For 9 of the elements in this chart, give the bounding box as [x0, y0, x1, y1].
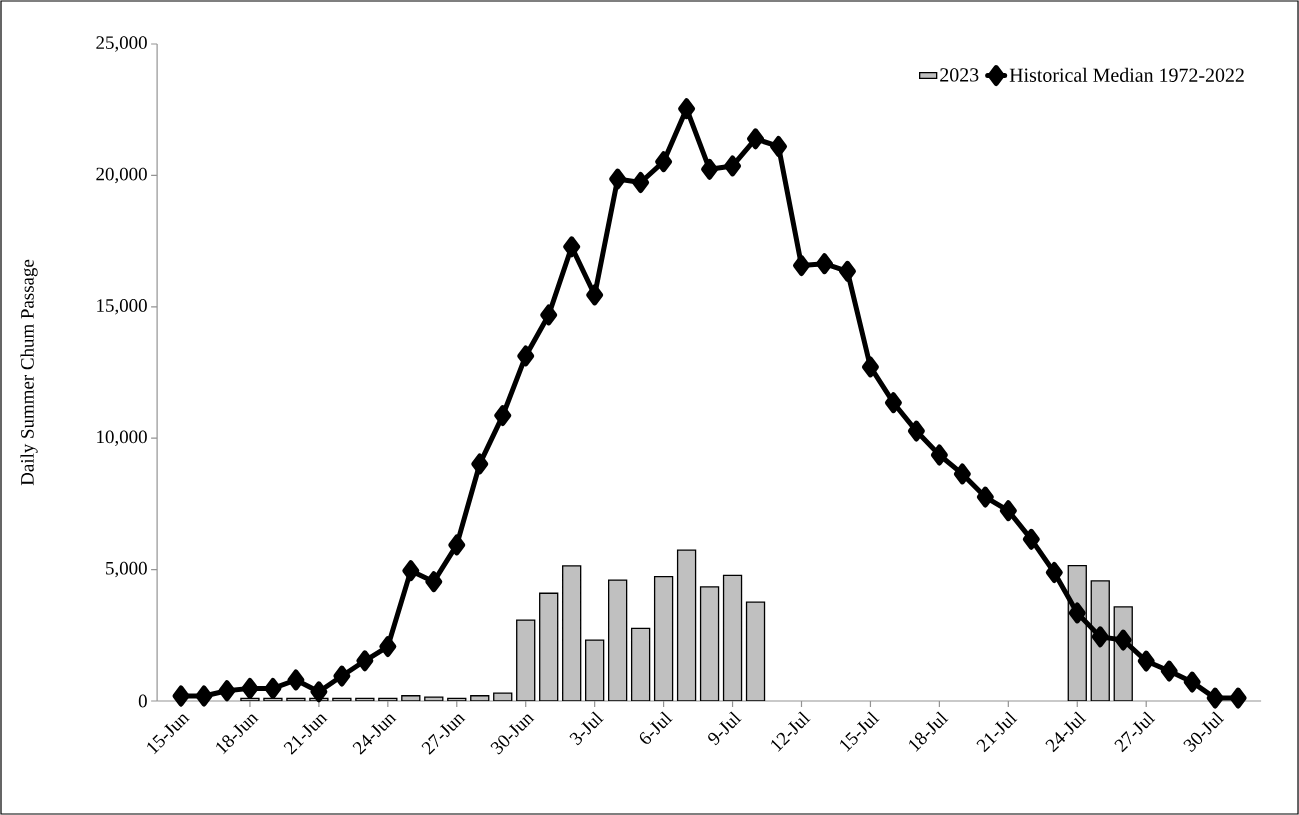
y-tick-label: 0 [138, 694, 147, 708]
y-tick-label: 15,000 [97, 299, 147, 315]
y-tick-label: 20,000 [96, 167, 147, 184]
y-tick-label: 25,000 [96, 36, 147, 52]
legend-label: 2023 [940, 68, 979, 82]
y-tick-label: 5,000 [106, 561, 147, 578]
legend-label: Historical Median 1972-2022 [1009, 67, 1244, 82]
y-axis-title: Daily Summer Chum Passage [20, 259, 38, 486]
y-tick-label: 10,000 [97, 430, 147, 446]
